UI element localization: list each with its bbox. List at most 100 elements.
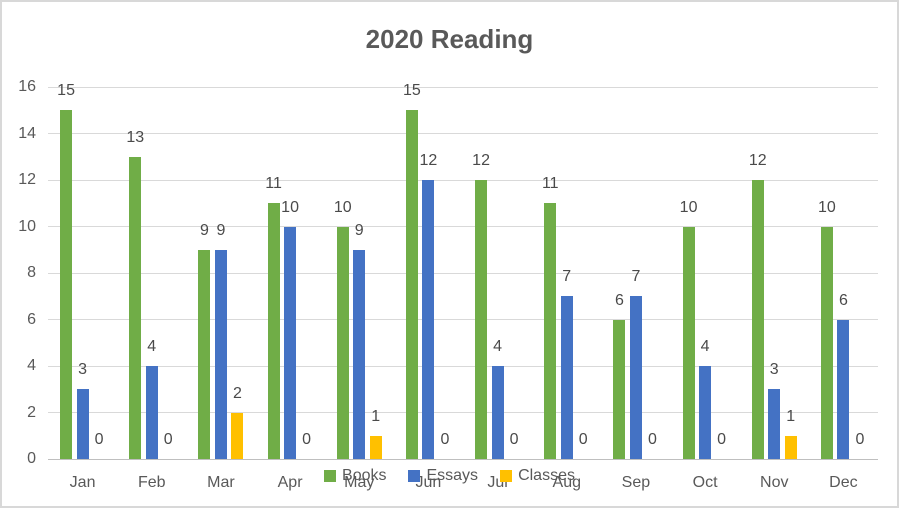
y-axis-tick-label: 2: [27, 403, 36, 421]
gridline: [48, 133, 878, 134]
bar-essays-jul[interactable]: [491, 366, 504, 459]
bar-essays-mar[interactable]: [214, 249, 227, 459]
bar-essays-apr[interactable]: [284, 226, 297, 459]
x-axis-label-mar: Mar: [207, 474, 235, 491]
bar-books-mar[interactable]: [198, 249, 211, 459]
data-label-classes-oct: 0: [717, 431, 727, 448]
data-label-classes-feb: 0: [163, 431, 173, 448]
data-label-books-jun: 15: [403, 82, 421, 100]
data-label-classes-jun: 0: [440, 431, 450, 448]
legend-item-books[interactable]: Books: [324, 468, 386, 484]
data-label-essays-apr: 10: [281, 198, 299, 216]
data-label-essays-nov: 3: [769, 361, 779, 379]
gridline: [48, 226, 878, 227]
data-label-classes-may: 1: [371, 407, 381, 425]
data-label-classes-apr: 0: [302, 431, 312, 448]
y-axis-tick-label: 14: [18, 124, 36, 142]
legend-swatch-essays-icon: [408, 470, 421, 482]
gridline: [48, 179, 878, 181]
legend: Books Essays Classes: [2, 468, 897, 484]
data-label-essays-jul: 4: [493, 338, 503, 355]
y-axis-tick-label: 16: [18, 78, 36, 95]
gridline: [48, 412, 878, 413]
x-axis-label-feb: Feb: [137, 474, 166, 491]
x-axis-label-dec: Dec: [829, 474, 858, 491]
gridline: [48, 86, 878, 88]
data-label-books-apr: 11: [265, 175, 282, 193]
chart-title: 2020 Reading: [365, 24, 534, 54]
bar-essays-nov[interactable]: [768, 389, 781, 459]
data-label-essays-feb: 4: [147, 338, 157, 355]
data-label-classes-nov: 1: [786, 407, 796, 425]
bar-essays-oct[interactable]: [699, 366, 712, 459]
data-label-classes-dec: 0: [855, 431, 865, 448]
data-label-essays-jun: 12: [419, 152, 438, 169]
legend-label-essays: Essays: [426, 467, 479, 484]
bar-books-jan[interactable]: [60, 110, 73, 459]
data-label-books-feb: 13: [126, 128, 145, 146]
data-label-books-aug: 11: [541, 175, 559, 193]
bar-books-apr[interactable]: [267, 203, 280, 459]
bar-essays-jun[interactable]: [422, 180, 435, 459]
bar-essays-dec[interactable]: [837, 319, 850, 459]
y-axis-tick-label: 12: [18, 171, 36, 188]
bar-essays-sep[interactable]: [629, 296, 642, 459]
y-axis-tick-label: 8: [27, 264, 36, 281]
bar-essays-jan[interactable]: [76, 389, 89, 459]
legend-swatch-classes-icon: [500, 470, 513, 482]
bar-essays-may[interactable]: [353, 249, 366, 459]
data-label-books-jan: 15: [57, 82, 75, 100]
bar-books-sep[interactable]: [613, 319, 626, 459]
data-label-essays-jan: 3: [78, 361, 88, 379]
data-label-books-may: 10: [333, 198, 352, 216]
bar-books-dec[interactable]: [820, 226, 833, 459]
data-label-essays-mar: 9: [216, 221, 226, 239]
x-axis-line: [48, 458, 878, 460]
data-label-books-nov: 12: [748, 152, 767, 169]
legend-label-books: Books: [342, 467, 387, 484]
y-axis-tick-label: 4: [27, 357, 36, 374]
data-label-essays-oct: 4: [700, 338, 710, 355]
data-label-classes-jul: 0: [509, 431, 519, 448]
bar-classes-mar[interactable]: [231, 412, 244, 459]
x-axis-label-apr: Apr: [277, 474, 303, 491]
legend-item-classes[interactable]: Classes: [500, 468, 575, 484]
data-label-classes-aug: 0: [578, 431, 588, 448]
x-axis-label-aug: Aug: [552, 474, 581, 491]
data-label-books-dec: 10: [818, 198, 836, 216]
gridline: [48, 365, 878, 367]
x-axis-label-nov: Nov: [760, 474, 789, 491]
data-label-books-jul: 12: [472, 152, 490, 169]
y-axis-tick-label: 6: [27, 310, 36, 328]
gridline: [48, 272, 878, 274]
x-axis-label-sep: Sep: [621, 474, 651, 491]
bar-essays-feb[interactable]: [145, 366, 158, 459]
bar-essays-aug[interactable]: [560, 296, 573, 459]
data-label-essays-may: 9: [354, 221, 364, 239]
bar-books-may[interactable]: [336, 226, 349, 459]
x-axis-label-may: May: [344, 474, 375, 491]
bar-books-jul[interactable]: [475, 180, 488, 459]
data-label-classes-mar: 2: [232, 384, 242, 402]
data-label-books-sep: 6: [614, 291, 624, 309]
legend-label-classes: Classes: [518, 467, 575, 484]
bar-books-nov[interactable]: [751, 180, 764, 459]
bar-books-feb[interactable]: [129, 156, 142, 459]
legend-swatch-books-icon: [324, 470, 337, 482]
bar-books-jun[interactable]: [405, 110, 418, 459]
data-label-books-mar: 9: [199, 221, 209, 239]
x-axis-label-oct: Oct: [692, 474, 718, 491]
data-label-essays-aug: 7: [562, 268, 572, 286]
data-label-classes-sep: 0: [647, 431, 657, 448]
data-label-classes-jan: 0: [94, 431, 104, 448]
data-label-essays-sep: 7: [631, 268, 641, 286]
bar-classes-may[interactable]: [369, 435, 382, 459]
legend-item-essays[interactable]: Essays: [408, 468, 478, 484]
data-label-books-oct: 10: [679, 198, 698, 216]
y-axis-tick-label: 0: [27, 450, 36, 467]
bar-books-oct[interactable]: [682, 226, 695, 459]
bar-classes-nov[interactable]: [784, 435, 797, 459]
y-axis-tick-label: 10: [18, 217, 36, 235]
bar-books-aug[interactable]: [544, 203, 557, 459]
